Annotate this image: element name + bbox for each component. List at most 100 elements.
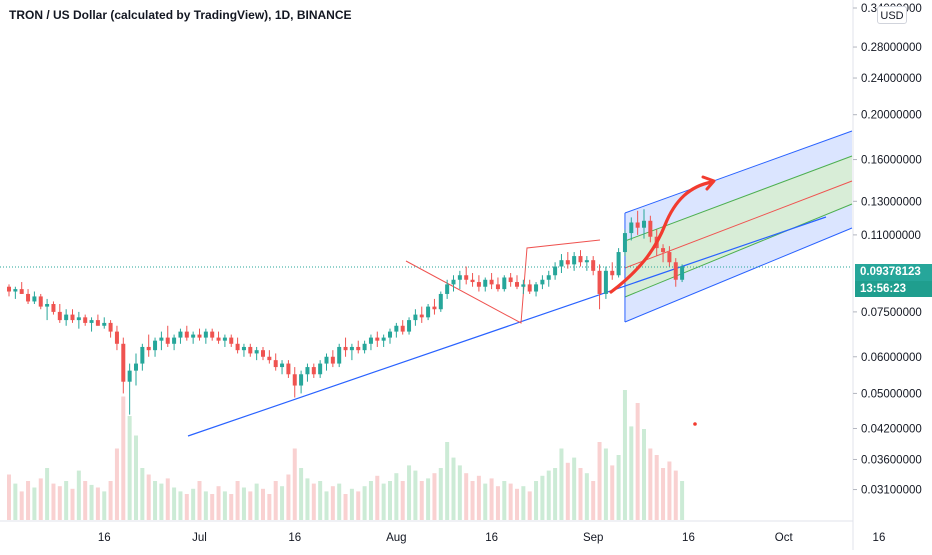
volume-bar: [470, 481, 475, 520]
volume-bar: [343, 494, 348, 520]
channel-upper-line: [624, 130, 853, 214]
volume-bar: [19, 491, 24, 520]
volume-bar: [324, 491, 329, 520]
volume-bar: [254, 483, 259, 520]
volume-bar: [95, 487, 100, 520]
candle-body: [146, 346, 151, 351]
volume-bar: [134, 435, 138, 520]
volume-bar: [451, 457, 456, 520]
candle-body: [419, 314, 424, 318]
price-tick-label: 0.06000000: [861, 352, 922, 364]
volume-bar: [57, 486, 62, 520]
candle-body: [222, 337, 227, 341]
price-tick-label: 0.11000000: [861, 230, 921, 242]
candle-body: [356, 346, 361, 351]
volume-bar: [375, 475, 380, 520]
volume-bar: [565, 462, 570, 520]
price-tick-label: 0.03600000: [861, 454, 922, 466]
support-trendline: [187, 216, 827, 437]
candle-body: [191, 334, 196, 338]
time-tick-label: 16: [682, 532, 695, 544]
candle-body: [330, 356, 335, 364]
volume-bar: [438, 468, 443, 520]
candle-body: [178, 331, 183, 338]
candle-body: [305, 367, 310, 375]
volume-bar: [280, 486, 285, 520]
candle-body: [57, 311, 62, 321]
volume-bar: [121, 396, 126, 520]
candle-body: [476, 282, 481, 287]
volume-bar: [330, 486, 335, 520]
volume-bar: [45, 468, 50, 520]
volume-bar: [286, 474, 291, 520]
candle-body: [483, 279, 488, 287]
volume-bar: [616, 455, 621, 520]
volume-bar: [489, 478, 494, 520]
volume-bar: [381, 483, 386, 520]
candle-body: [121, 343, 126, 382]
volume-bar: [515, 488, 519, 520]
candle-body: [680, 266, 685, 280]
volume-bar: [426, 478, 431, 520]
candles: [7, 209, 685, 415]
volume-bar: [635, 403, 640, 520]
candle-body: [553, 266, 558, 276]
volume-bar: [540, 475, 545, 520]
candle-body: [114, 331, 119, 344]
volume-bar: [127, 416, 132, 520]
volume-bar: [432, 473, 437, 520]
volume-bar: [654, 455, 659, 520]
volume-bar: [597, 442, 602, 520]
volume-bar: [680, 481, 685, 520]
time-tick-label: 16: [98, 532, 111, 544]
candle-body: [591, 260, 596, 271]
candle-body: [299, 374, 304, 386]
volume-bar: [146, 474, 151, 520]
candle-body: [667, 252, 672, 263]
forecast-arrowhead: [701, 175, 716, 191]
candle-body: [432, 306, 437, 310]
volume-bar: [76, 470, 81, 520]
candle-body: [286, 363, 291, 375]
price-tick-label: 0.05000000: [861, 388, 922, 400]
volume-bar: [114, 448, 119, 520]
candle-body: [603, 270, 608, 294]
candle-body: [622, 233, 627, 253]
volume-bar: [64, 481, 69, 520]
candle-body: [426, 306, 431, 318]
volume-bar: [362, 486, 367, 520]
volume-bar: [642, 429, 646, 520]
volume-bar: [140, 468, 145, 520]
volume-bar: [38, 478, 43, 520]
forecast-arrow: [609, 180, 714, 294]
candle-body: [197, 334, 202, 338]
candle-body: [318, 363, 323, 375]
channel-lower-line: [624, 227, 853, 323]
currency-button[interactable]: USD: [877, 6, 907, 24]
candle-body: [400, 325, 405, 332]
candle-body: [464, 275, 469, 280]
candle-body: [375, 337, 380, 341]
volume-bar: [216, 486, 221, 520]
candle-body: [26, 293, 31, 302]
volume-bar: [508, 483, 513, 520]
chart-title: TRON / US Dollar (calculated by TradingV…: [9, 8, 352, 22]
channel-inner-lower-line: [624, 203, 853, 298]
candle-body: [216, 337, 221, 341]
volume-bar: [584, 473, 589, 520]
volume-bar: [241, 487, 246, 520]
volume-bar: [667, 461, 672, 520]
volume-bar: [591, 481, 596, 520]
candle-body: [565, 260, 570, 265]
candle-body: [64, 314, 69, 321]
candle-body: [407, 320, 412, 332]
candle-body: [13, 289, 18, 292]
volume-bar: [629, 426, 634, 520]
volume-bar: [349, 488, 354, 520]
volume-bar: [559, 448, 564, 520]
volume-bar: [546, 470, 551, 520]
candle-body: [7, 286, 11, 292]
candle-body: [273, 360, 278, 368]
volume-bar: [603, 448, 608, 520]
